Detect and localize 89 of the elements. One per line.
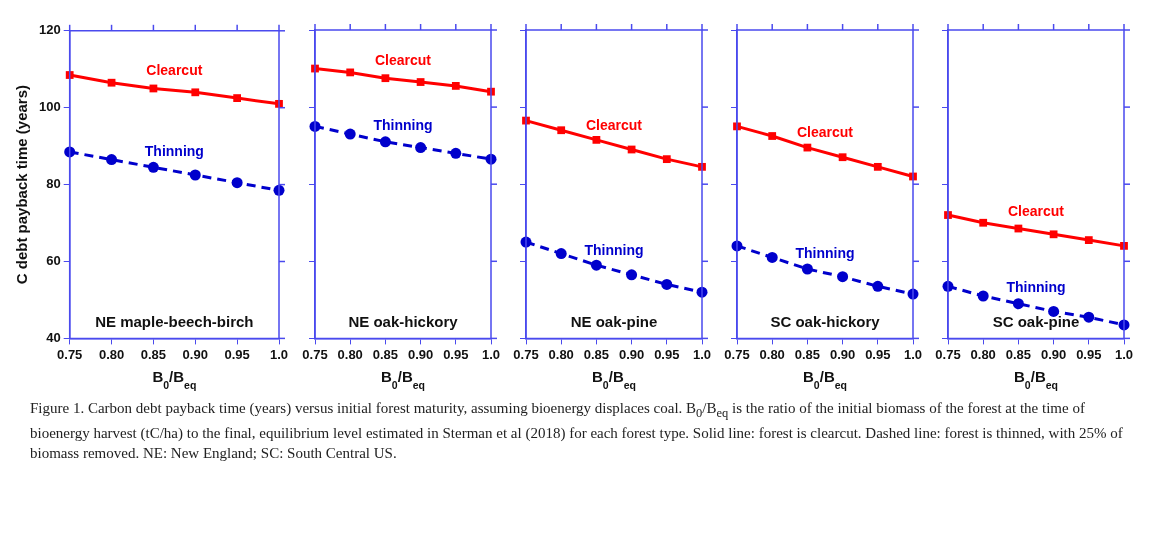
y-tick-label: 100 [38,99,61,115]
x-tick-label: 0.75 [302,346,328,362]
series-label: Thinning [144,143,204,159]
point [838,153,847,162]
x-tick-label: 0.80 [548,346,574,362]
x-tick-label: 1.0 [692,346,712,362]
series-label: Clearcut [585,116,643,133]
x-tick-label: 0.90 [1040,346,1067,362]
x-tick-label: 0.85 [372,346,399,362]
point [450,147,462,159]
y-axis-title: C debt payback time (years) [13,84,31,285]
x-tick-label: 0.90 [829,346,856,362]
point [107,78,116,87]
x-tick-label: 0.80 [759,346,785,362]
point [415,142,427,154]
x-tick-label: 0.95 [443,346,469,362]
point [766,251,778,263]
point [1049,230,1058,239]
x-tick-label: 0.85 [794,346,821,362]
x-tick-label: 0.85 [583,346,610,362]
series-label: Clearcut [146,62,203,79]
y-tick-label: 120 [38,22,61,38]
series-label: Thinning [584,241,644,258]
x-tick-label: 0.85 [1005,346,1032,362]
point [661,278,673,290]
point [1084,236,1093,244]
point [592,135,601,144]
point [344,128,356,140]
annotation: NE oak-hickory [348,313,459,331]
point [147,161,159,173]
x-tick-label: 1.0 [269,346,289,362]
x-tick-label: 0.95 [1076,346,1102,362]
point [231,177,243,189]
x-tick-label: 1.0 [481,346,501,362]
y-tick-label: 40 [46,329,61,345]
x-tick-label: 0.85 [140,346,167,362]
point [379,136,391,148]
annotation: SC oak-pine [992,313,1080,331]
point [872,280,884,292]
series-label: Clearcut [374,51,432,68]
point [662,155,671,164]
x-tick-label: 1.0 [1114,346,1134,362]
x-tick-label: 0.95 [224,346,250,362]
annotation: SC oak-hickory [770,313,881,331]
x-tick-label: 0.90 [407,346,434,362]
x-tick-label: 1.0 [903,346,923,362]
caption: Figure 1. Carbon debt payback time (years) versus initial forest maturity, assuming bioenergy displaces coal. B$_{0}$/B$_{eq}$ is the ratio of the initial biomass of the forest at the time of bioenergy harvest (tC/ha) to the final, equilibrium level estimated in Sterman et al (2018) for each forest type. Solid line: forest is clearcut. Dashed line: forest is thinned, with 25% of biomass removed. NE: New England; SC: South Central US. [30,399,1124,463]
point [1083,311,1095,323]
x-tick-label: 0.95 [865,346,891,362]
x-tick-label: 0.80 [98,346,125,362]
y-tick-label: 60 [46,253,61,269]
x-tick-label: 0.80 [337,346,363,362]
x-tick-label: 0.75 [513,346,539,362]
point [626,269,638,281]
series-label: Clearcut [1007,203,1065,220]
point [1048,305,1060,317]
x-tick-label: 0.95 [654,346,680,362]
point [233,94,242,102]
point [768,132,777,140]
annotation: NE maple-beech-birch [95,313,254,331]
point [837,271,849,283]
point [106,154,118,166]
x-tick-label: 0.75 [935,346,961,362]
point [977,290,989,302]
x-tick-label: 0.90 [618,346,645,362]
point [346,68,355,77]
series-label: Thinning [1006,279,1066,296]
x-tick-label: 0.90 [182,346,208,362]
point [65,71,74,79]
point [189,169,201,181]
annotation: NE oak-pine [570,313,658,331]
point [1012,298,1024,310]
point [979,218,988,227]
point [381,74,390,83]
point [557,126,566,135]
point [555,248,567,260]
series-label: Thinning [373,116,433,133]
y-tick-label: 80 [46,176,61,192]
point [590,259,602,271]
x-tick-label: 0.75 [724,346,750,362]
x-tick-label: 0.75 [57,346,83,362]
point [451,82,460,90]
point [873,162,882,171]
point [191,88,200,97]
point [801,263,813,275]
series-label: Clearcut [796,124,854,141]
x-tick-label: 0.80 [970,346,996,362]
series-label: Thinning [795,244,855,261]
point [416,78,425,86]
